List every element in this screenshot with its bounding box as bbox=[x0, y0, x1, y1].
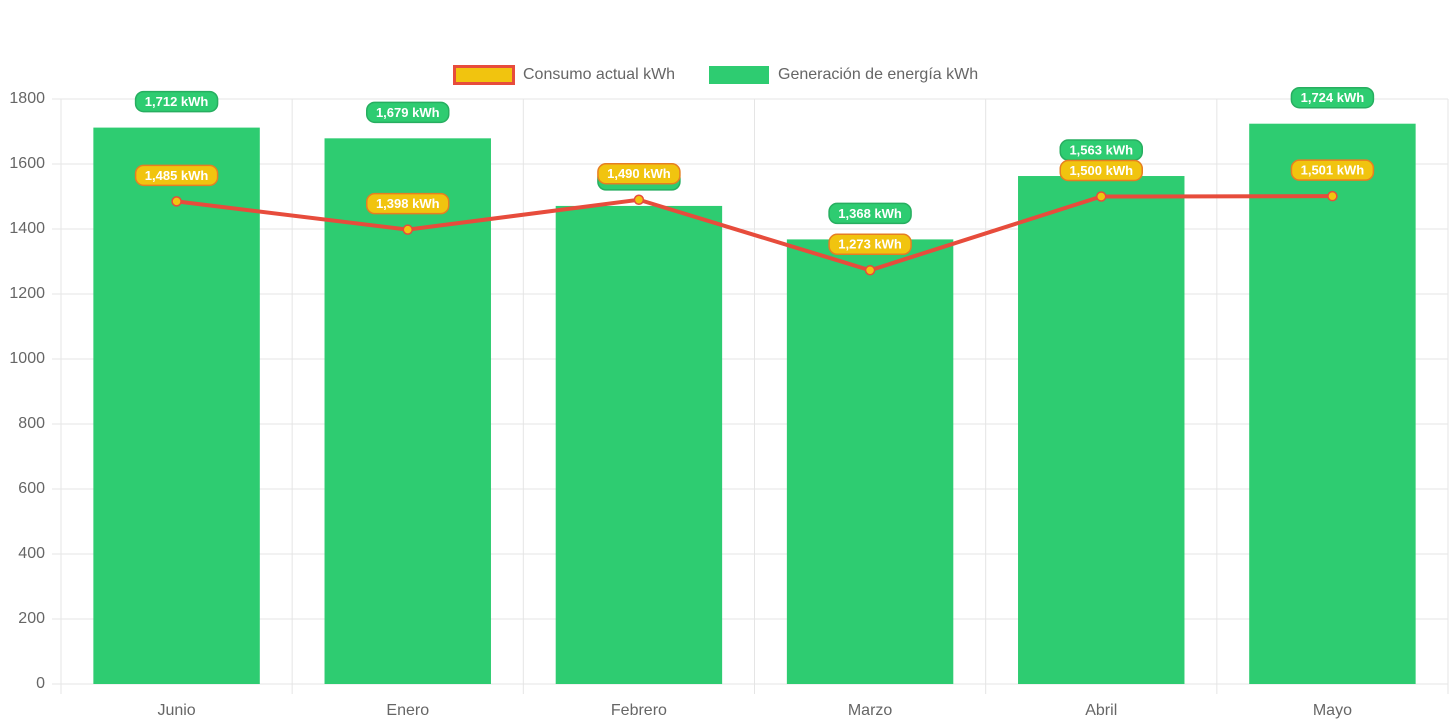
y-tick-label: 1000 bbox=[9, 350, 45, 367]
y-tick-label: 1200 bbox=[9, 285, 45, 302]
y-tick-label: 600 bbox=[18, 480, 45, 497]
point bbox=[633, 194, 645, 205]
bar bbox=[1018, 176, 1185, 684]
value-label-bg bbox=[1059, 159, 1143, 182]
x-tick-label: Junio bbox=[157, 702, 195, 719]
value-label: 1,485 kWh bbox=[145, 168, 209, 183]
value-label-bg bbox=[1290, 159, 1375, 181]
value-label: 1,490 kWh bbox=[607, 166, 671, 181]
value-label: 1,500 kWh bbox=[1069, 163, 1133, 178]
point bbox=[864, 265, 876, 276]
legend-label: Consumo actual kWh bbox=[523, 66, 675, 83]
value-label: 1,563 kWh bbox=[1069, 142, 1133, 157]
value-label: 1,724 kWh bbox=[1301, 90, 1365, 105]
point bbox=[1327, 190, 1338, 202]
x-tick-label: Abril bbox=[1085, 702, 1117, 719]
x-tick-label: Febrero bbox=[611, 702, 667, 719]
line bbox=[176, 194, 1333, 273]
value-label-bg bbox=[597, 163, 681, 185]
value-label-bg bbox=[1290, 86, 1375, 109]
bar bbox=[93, 127, 260, 685]
value-label: 1,679 kWh bbox=[376, 105, 440, 120]
value-label-bg bbox=[828, 202, 912, 225]
value-label: 1,712 kWh bbox=[145, 94, 209, 109]
bar bbox=[555, 205, 723, 685]
bar bbox=[1249, 123, 1416, 684]
legend-swatch bbox=[453, 65, 515, 85]
y-tick-label: 800 bbox=[18, 415, 45, 432]
point bbox=[1096, 191, 1107, 202]
y-tick-label: 1800 bbox=[9, 90, 45, 107]
x-tick-label: Enero bbox=[386, 702, 429, 719]
bar bbox=[786, 239, 954, 684]
value-label: 1,368 kWh bbox=[838, 206, 902, 221]
value-label: 1,501 kWh bbox=[1301, 163, 1365, 178]
y-tick-label: 1400 bbox=[9, 220, 45, 237]
x-tick-label: Mayo bbox=[1313, 702, 1352, 719]
value-label-bg bbox=[366, 192, 450, 215]
point bbox=[402, 224, 413, 235]
value-label-bg bbox=[828, 233, 912, 256]
value-label: 1,273 kWh bbox=[838, 237, 902, 252]
y-tick-label: 400 bbox=[18, 545, 45, 562]
x-tick-label: Marzo bbox=[848, 702, 893, 719]
legend-swatch bbox=[709, 66, 769, 84]
point bbox=[171, 196, 182, 207]
value-label-bg bbox=[134, 164, 219, 187]
y-tick-label: 0 bbox=[36, 675, 45, 692]
legend-label: Generación de energía kWh bbox=[778, 66, 978, 83]
value-label-bg bbox=[366, 101, 450, 124]
y-tick-label: 1600 bbox=[9, 155, 45, 172]
y-tick-label: 200 bbox=[18, 610, 45, 627]
value-label: 1,398 kWh bbox=[376, 196, 440, 211]
value-label-bg bbox=[134, 90, 219, 113]
